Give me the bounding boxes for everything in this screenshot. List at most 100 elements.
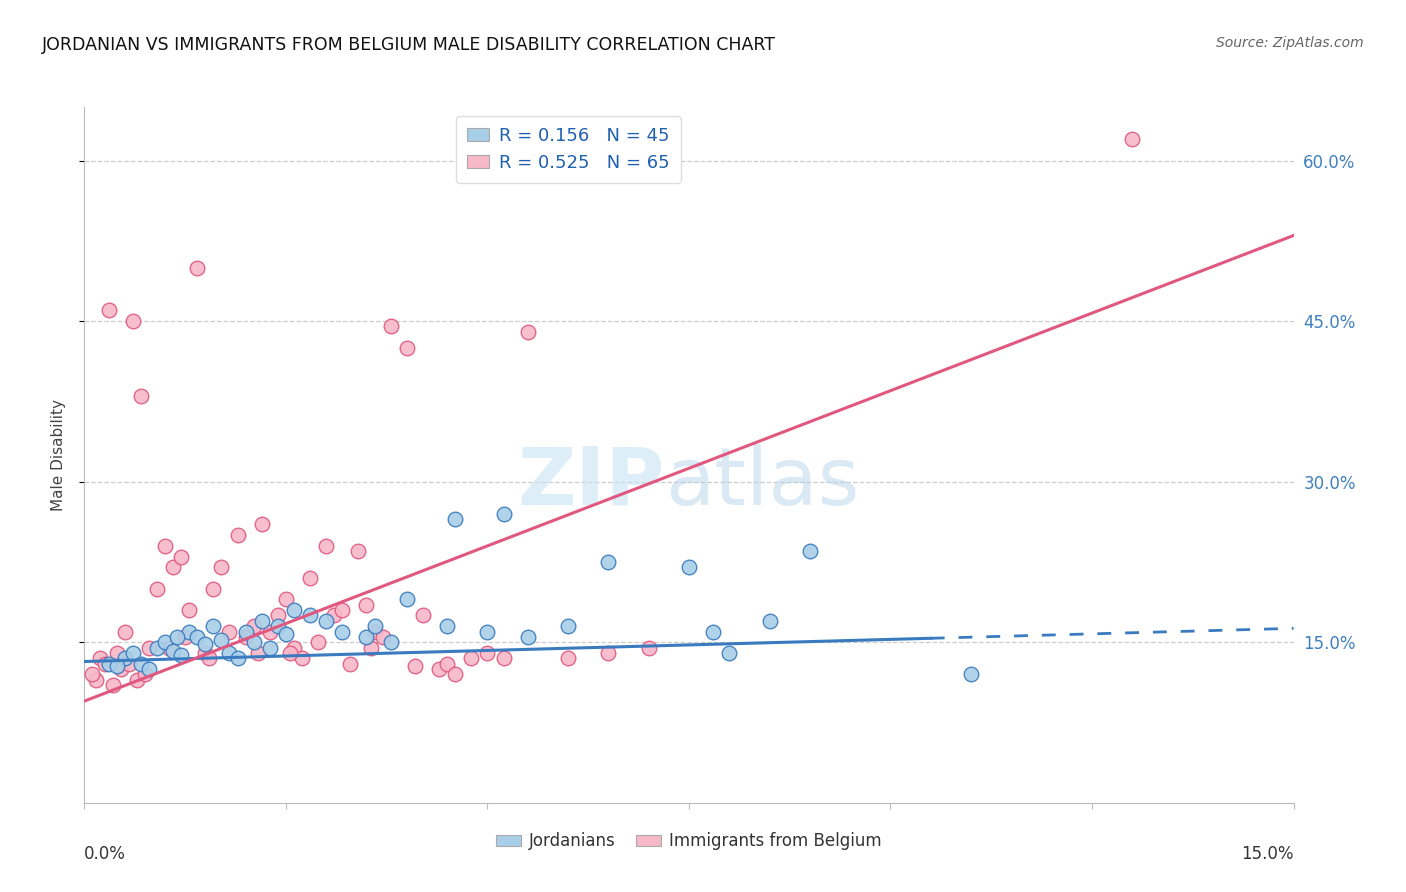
Point (202, 582, 225, 596)
Point (299, 608, 322, 623)
Point (250, 614, 273, 628)
Point (242, 619, 264, 633)
Point (492, 507, 515, 521)
Point (114, 651, 136, 665)
Point (598, 555, 620, 569)
Point (134, 667, 156, 681)
Point (105, 658, 128, 673)
Point (259, 624, 281, 639)
Point (444, 512, 467, 526)
Point (153, 635, 176, 649)
Text: 0.0%: 0.0% (84, 845, 127, 863)
Point (153, 539, 176, 553)
Point (477, 646, 499, 660)
Point (202, 619, 225, 633)
Point (162, 644, 184, 658)
Point (105, 646, 128, 660)
Point (380, 319, 402, 334)
Point (186, 260, 208, 275)
Point (299, 571, 322, 585)
Point (718, 646, 741, 660)
Point (226, 651, 249, 665)
Point (363, 624, 385, 639)
Point (274, 592, 297, 607)
Point (242, 635, 264, 649)
Point (395, 341, 418, 355)
Point (436, 657, 458, 671)
Point (492, 651, 515, 665)
Point (557, 651, 579, 665)
Point (267, 619, 290, 633)
Point (799, 544, 821, 558)
Point (363, 619, 385, 633)
Point (516, 630, 538, 644)
Point (209, 633, 232, 648)
Point (283, 640, 305, 655)
Point (323, 608, 346, 623)
Point (118, 657, 141, 671)
Point (267, 608, 290, 623)
Point (97, 657, 120, 671)
Point (82, 667, 104, 681)
Point (246, 646, 269, 660)
Point (146, 640, 169, 655)
Point (339, 657, 361, 671)
Point (170, 648, 193, 662)
Point (291, 651, 314, 665)
Point (356, 598, 378, 612)
Point (444, 667, 467, 681)
Point (194, 646, 217, 660)
Point (179, 603, 201, 617)
Point (516, 325, 538, 339)
Point (283, 603, 305, 617)
Point (1121, 132, 1143, 146)
Point (360, 640, 382, 655)
Point (274, 626, 297, 640)
Point (101, 678, 124, 692)
Point (307, 635, 329, 649)
Legend: Jordanians, Immigrants from Belgium: Jordanians, Immigrants from Belgium (489, 826, 889, 857)
Point (436, 619, 458, 633)
Point (174, 630, 197, 644)
Point (209, 560, 232, 574)
Point (121, 646, 143, 660)
Point (218, 624, 240, 639)
Point (960, 667, 983, 681)
Point (186, 630, 208, 644)
Point (412, 608, 434, 623)
Point (259, 640, 281, 655)
Text: Source: ZipAtlas.com: Source: ZipAtlas.com (1216, 36, 1364, 50)
Point (557, 619, 579, 633)
Point (129, 389, 152, 403)
Point (114, 624, 136, 639)
Point (347, 544, 370, 558)
Text: atlas: atlas (665, 443, 859, 522)
Point (404, 658, 426, 673)
Point (315, 614, 337, 628)
Point (235, 624, 257, 639)
Point (637, 640, 659, 655)
Point (166, 630, 188, 644)
Point (678, 560, 700, 574)
Point (93, 657, 115, 671)
Y-axis label: Male Disability: Male Disability (51, 399, 66, 511)
Point (218, 646, 240, 660)
Point (278, 646, 301, 660)
Point (330, 624, 353, 639)
Point (86, 673, 108, 687)
Point (460, 651, 482, 665)
Point (146, 582, 169, 596)
Point (194, 637, 217, 651)
Point (110, 662, 132, 676)
Point (477, 624, 499, 639)
Point (235, 630, 257, 644)
Point (129, 657, 152, 671)
Point (226, 528, 249, 542)
Point (702, 624, 724, 639)
Point (121, 314, 143, 328)
Point (380, 635, 402, 649)
Point (598, 646, 620, 660)
Point (315, 539, 337, 553)
Point (162, 560, 184, 574)
Point (198, 651, 221, 665)
